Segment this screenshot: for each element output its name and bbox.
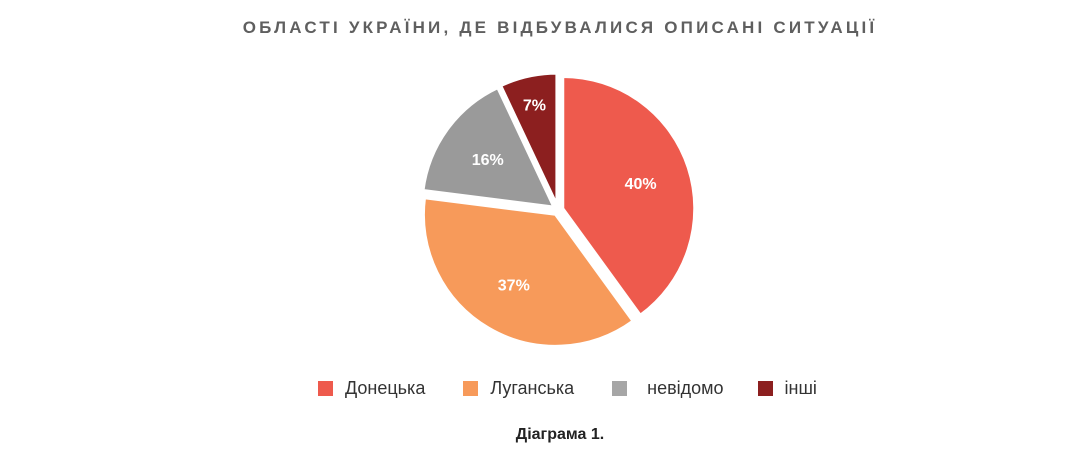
slice-value-label: 40%: [625, 176, 657, 193]
legend-swatch: [318, 381, 333, 396]
pie-slice: [561, 74, 697, 318]
legend-label: Донецька: [345, 378, 426, 398]
legend-swatch: [612, 381, 628, 396]
legend-item-unknown: невідомо: [612, 378, 724, 399]
legend-item-donetska: Донецька: [318, 378, 425, 399]
legend-label: Луганська: [490, 378, 575, 398]
legend-swatch: [757, 381, 773, 396]
legend: Донецька Луганська невідомо інші: [318, 378, 855, 399]
legend-label: інші: [784, 378, 817, 398]
legend-item-luhanska: Луганська: [463, 378, 574, 399]
slice-value-label: 37%: [498, 278, 530, 295]
legend-item-other: інші: [757, 378, 817, 399]
chart-title: ОБЛАСТІ УКРАЇНИ, ДЕ ВІДБУВАЛИСЯ ОПИСАНІ …: [242, 18, 878, 37]
pie-slice: [421, 85, 557, 209]
chart-caption: Діаграма 1.: [515, 426, 605, 443]
slice-value-label: 16%: [472, 152, 504, 169]
pie-slice: [498, 71, 559, 206]
pie-slice: [421, 196, 636, 348]
legend-swatch: [463, 381, 479, 396]
legend-label: невідомо: [647, 378, 724, 398]
slice-value-label: 7%: [523, 98, 546, 115]
